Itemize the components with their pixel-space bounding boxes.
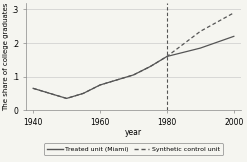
Y-axis label: The share of college graduates: The share of college graduates — [3, 2, 9, 111]
Legend: Treated unit (Miami), Synthetic control unit: Treated unit (Miami), Synthetic control … — [44, 143, 223, 155]
X-axis label: year: year — [125, 128, 142, 137]
